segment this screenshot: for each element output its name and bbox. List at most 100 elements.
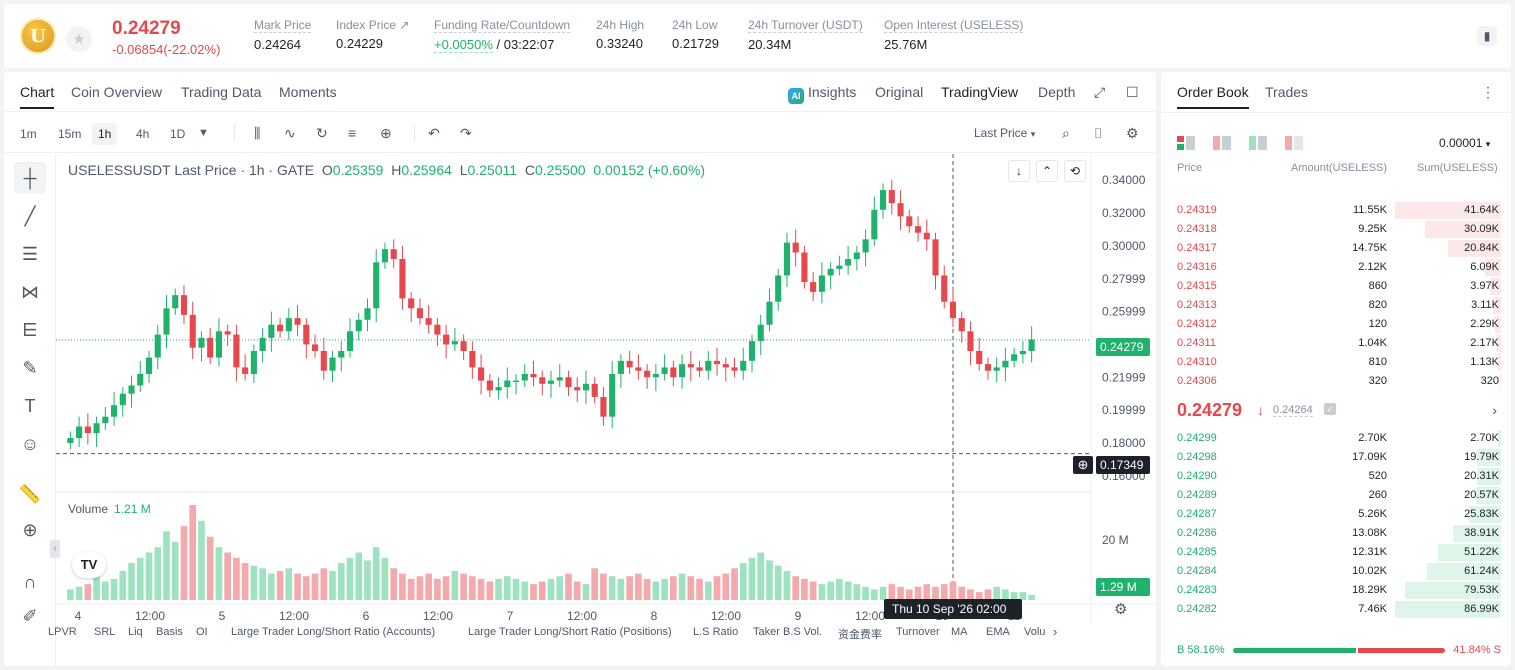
tab-moments[interactable]: Moments (279, 84, 337, 100)
projection-icon[interactable]: ⋿ (22, 319, 38, 340)
indicator-chip[interactable]: Volu (1024, 626, 1046, 638)
candle-body (390, 249, 397, 260)
magnet-icon[interactable]: ∩ (23, 571, 37, 592)
timeframe-15m[interactable]: 15m (58, 127, 82, 141)
chevron-right-icon[interactable]: › (1492, 402, 1497, 418)
zoom-in-icon[interactable]: ⊕ (22, 519, 38, 540)
chevron-left-icon[interactable]: ‹ (50, 540, 60, 558)
original-tab[interactable]: Original (875, 84, 924, 100)
volume-bar (809, 581, 817, 600)
indicator-chip[interactable]: EMA (986, 626, 1010, 638)
compare-icon[interactable]: ↻ (316, 125, 328, 141)
candles-icon[interactable]: ⫼ (254, 125, 261, 141)
ask-row[interactable]: 0.24311 1.04K 2.17K (1161, 334, 1511, 353)
book-icon[interactable]: ▮ (1477, 26, 1497, 46)
emoji-icon[interactable]: ☺ (20, 433, 40, 454)
chevron-right-icon[interactable]: › (1053, 624, 1058, 639)
ask-row[interactable]: 0.24319 11.55K 41.64K (1161, 201, 1511, 220)
ask-row[interactable]: 0.24310 810 1.13K (1161, 353, 1511, 372)
indicator-chip[interactable]: Turnover (896, 626, 940, 638)
price-type-dropdown[interactable]: Last Price ▾ (974, 126, 1035, 140)
ask-row[interactable]: 0.24317 14.75K 20.84K (1161, 239, 1511, 258)
bid-row[interactable]: 0.24282 7.46K 86.99K (1161, 600, 1511, 619)
timeframe-1h[interactable]: 1h (92, 123, 118, 145)
templates-icon[interactable]: ≡ (348, 125, 357, 141)
timeframe-1m[interactable]: 1m (20, 127, 37, 141)
volume-bar (189, 505, 197, 600)
insights-tab[interactable]: AI Insights (788, 84, 856, 104)
asks-only-icon[interactable] (1213, 136, 1231, 150)
settings-icon[interactable]: ⚙ (1114, 601, 1128, 618)
bid-row[interactable]: 0.24287 5.26K 25.83K (1161, 505, 1511, 524)
bid-row[interactable]: 0.24286 13.08K 38.91K (1161, 524, 1511, 543)
bid-row[interactable]: 0.24283 18.29K 79.53K (1161, 581, 1511, 600)
indicator-chip[interactable]: L.S Ratio (693, 626, 739, 638)
add-alert-icon[interactable]: ⊕ (1073, 456, 1093, 474)
pencil-lock-icon[interactable]: ✐ (22, 605, 38, 626)
indicator-chip[interactable]: 资金费率 (838, 629, 882, 641)
both-sides-icon[interactable] (1177, 136, 1195, 150)
ask-row[interactable]: 0.24318 9.25K 30.09K (1161, 220, 1511, 239)
tab-chart[interactable]: Chart (20, 84, 55, 109)
low-label: L (459, 162, 468, 178)
crosshair-icon[interactable]: ┼ (14, 162, 46, 194)
bid-row[interactable]: 0.24285 12.31K 51.22K (1161, 543, 1511, 562)
fib-icon[interactable]: ☰ (21, 243, 39, 264)
ask-row[interactable]: 0.24312 120 2.29K (1161, 315, 1511, 334)
pattern-icon[interactable]: ⋈ (21, 281, 39, 302)
restore-icon[interactable]: ⟲ (1064, 160, 1086, 182)
time-tick-label: 5 (219, 609, 226, 623)
indicators-icon[interactable]: ∿ (284, 125, 296, 141)
bid-row[interactable]: 0.24299 2.70K 2.70K (1161, 429, 1511, 448)
expand-icon[interactable]: ⤢ (1094, 84, 1106, 100)
trendline-icon[interactable]: ╱ (24, 205, 36, 226)
depth-tab[interactable]: Depth (1038, 84, 1076, 100)
candle-body (801, 252, 808, 283)
tab-trades[interactable]: Trades (1265, 84, 1309, 100)
alert-add-icon[interactable]: ⊕ (380, 125, 392, 141)
indicator-chip[interactable]: LPVR (48, 626, 77, 638)
indicator-chip[interactable]: Taker B.S Vol. (753, 626, 823, 638)
camera-icon[interactable]: ⌷ (1094, 125, 1103, 141)
indicator-chip[interactable]: SRL (94, 626, 116, 638)
asks-view-icon[interactable] (1285, 136, 1303, 150)
indicator-chip[interactable]: Liq (128, 626, 143, 638)
candlestick-chart[interactable]: 0.34000 0.32000 0.30000 0.27999 0.25999 0.219… (56, 154, 1156, 624)
timeframe-4h[interactable]: 4h (136, 127, 150, 141)
chevron-down-icon[interactable]: ▼ (198, 127, 209, 139)
indicator-chip[interactable]: Basis (156, 626, 183, 638)
ticker-header: U ★ 0.24279 -0.06854(-22.02%) Mark Price… (4, 4, 1511, 68)
tab-order-book[interactable]: Order Book (1177, 84, 1249, 109)
undo-icon[interactable]: ↶ (428, 125, 440, 141)
indicator-chip[interactable]: MA (951, 626, 968, 638)
tradingview-tab[interactable]: TradingView (941, 84, 1019, 100)
indicator-chip[interactable]: Large Trader Long/Short Ratio (Accounts) (231, 626, 436, 638)
bid-row[interactable]: 0.24298 17.09K 19.79K (1161, 448, 1511, 467)
window-icon[interactable]: ☐ (1126, 84, 1139, 100)
redo-icon[interactable]: ↷ (460, 125, 472, 141)
brush-icon[interactable]: ✎ (22, 357, 38, 378)
ask-row[interactable]: 0.24315 860 3.97K (1161, 277, 1511, 296)
ask-row[interactable]: 0.24313 820 3.11K (1161, 296, 1511, 315)
more-icon[interactable]: ⋮ (1481, 84, 1495, 100)
collapse-icon[interactable]: ⌃ (1036, 160, 1058, 182)
precision-dropdown[interactable]: 0.00001 ▾ (1439, 136, 1490, 150)
bid-row[interactable]: 0.24290 520 20.31K (1161, 467, 1511, 486)
tab-coin-overview[interactable]: Coin Overview (71, 84, 163, 100)
search-icon[interactable]: ⌕ (1062, 125, 1070, 141)
indicator-chip[interactable]: Large Trader Long/Short Ratio (Positions… (468, 626, 672, 638)
bid-row[interactable]: 0.24289 260 20.57K (1161, 486, 1511, 505)
bid-row[interactable]: 0.24284 10.02K 61.24K (1161, 562, 1511, 581)
ruler-icon[interactable]: 📏 (18, 483, 42, 504)
arrow-down-icon[interactable]: ↓ (1008, 160, 1030, 182)
ask-row[interactable]: 0.24316 2.12K 6.09K (1161, 258, 1511, 277)
bids-only-icon[interactable] (1249, 136, 1267, 150)
timeframe-1d[interactable]: 1D (170, 127, 186, 141)
text-icon[interactable]: T (24, 395, 36, 416)
stat-index-price[interactable]: Index Price ↗ 0.24229 (336, 18, 409, 51)
gear-icon[interactable]: ⚙ (1126, 125, 1139, 141)
ask-row[interactable]: 0.24306 320 320 (1161, 372, 1511, 391)
indicator-chip[interactable]: OI (196, 626, 208, 638)
favorite-star-icon[interactable]: ★ (66, 26, 92, 52)
tab-trading-data[interactable]: Trading Data (181, 84, 262, 100)
